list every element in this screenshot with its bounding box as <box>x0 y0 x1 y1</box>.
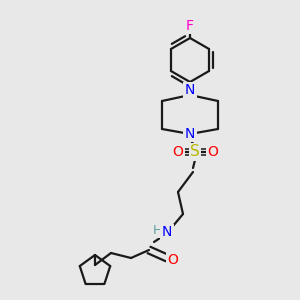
Text: O: O <box>172 145 183 159</box>
Text: N: N <box>162 225 172 239</box>
Text: F: F <box>186 19 194 33</box>
Text: S: S <box>190 145 200 160</box>
Text: N: N <box>185 127 195 141</box>
Text: O: O <box>208 145 218 159</box>
Text: H: H <box>152 224 162 236</box>
Text: O: O <box>168 253 178 267</box>
Text: N: N <box>185 83 195 97</box>
